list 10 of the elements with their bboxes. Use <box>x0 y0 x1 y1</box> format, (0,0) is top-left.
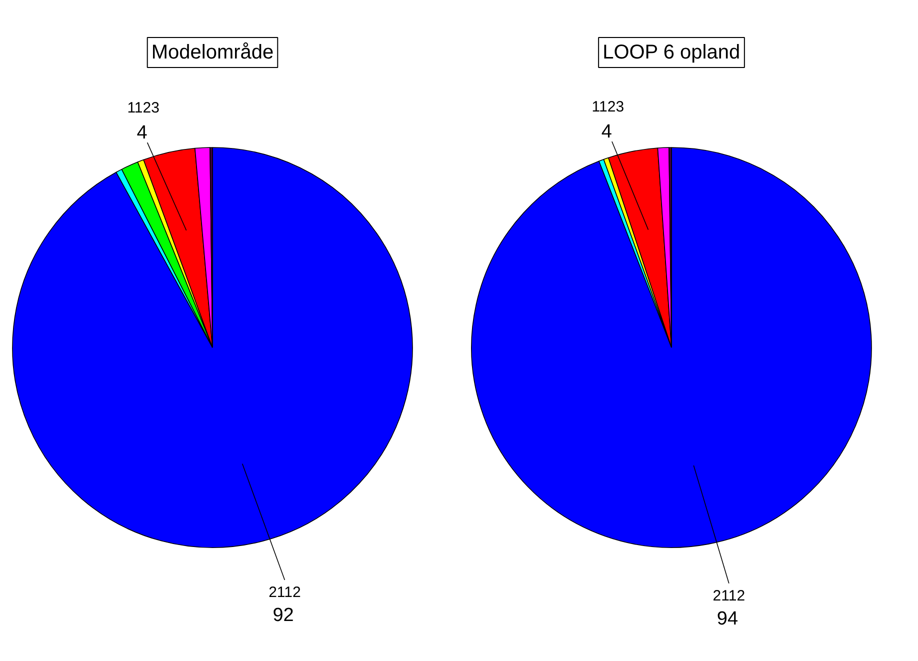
data-label: 92 <box>272 604 294 626</box>
slice-label: 1123 <box>592 98 624 116</box>
slice-label: 2112 <box>712 587 746 604</box>
slice-label: 1123 <box>127 100 160 117</box>
data-label: 4 <box>136 122 148 144</box>
slice-label: 2112 <box>268 584 301 601</box>
data-label: 4 <box>601 121 612 142</box>
data-label: 94 <box>716 608 738 630</box>
chart-title: LOOP 6 opland <box>602 42 740 64</box>
chart-title: Modelområde <box>151 42 274 64</box>
